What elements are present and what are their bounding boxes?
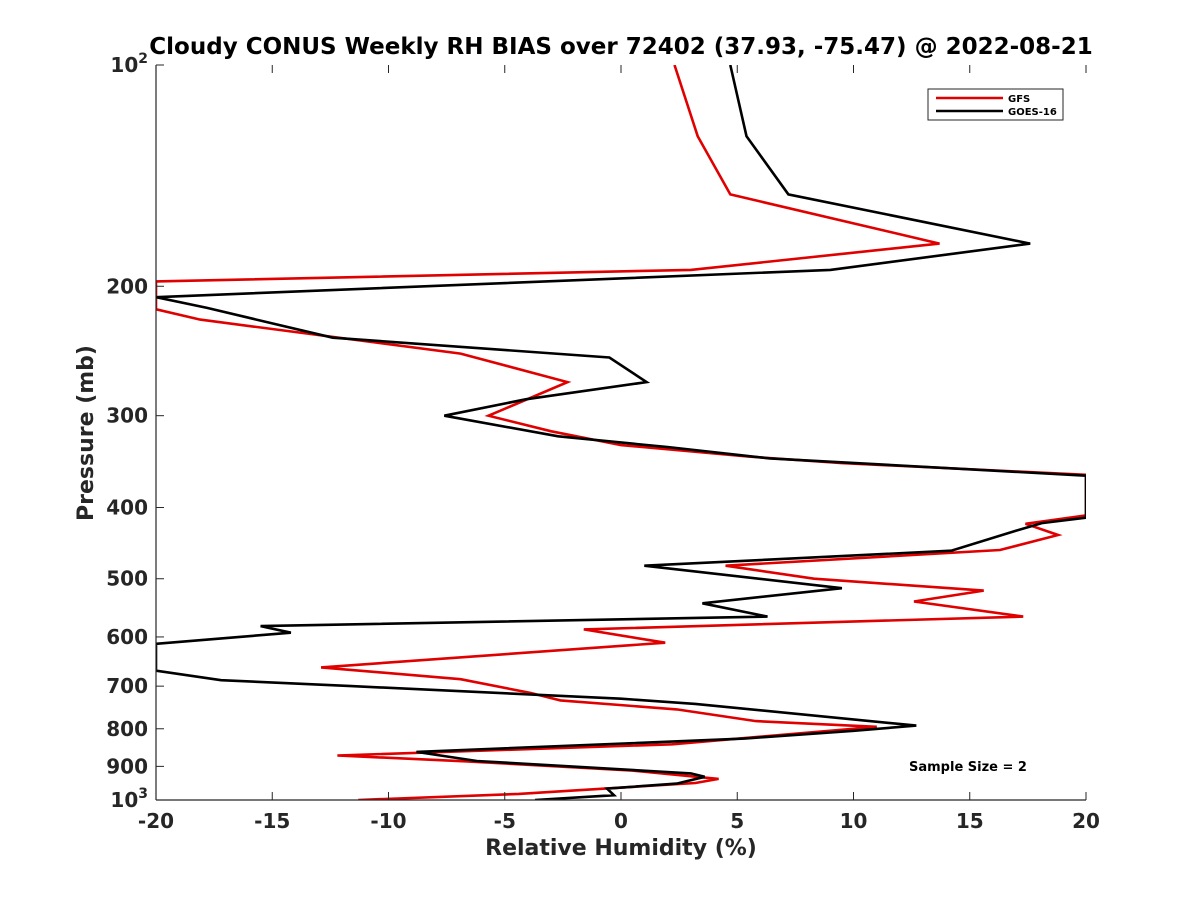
legend-label-goes16: GOES-16: [1008, 107, 1057, 118]
series-line-gfs: [156, 65, 1086, 800]
y-tick-label: 200: [106, 274, 148, 298]
legend-box: [927, 88, 1064, 121]
y-tick-label: 800: [106, 717, 148, 741]
x-tick-label: -10: [370, 809, 406, 833]
x-axis-ticks: -20 -15 -10 -5 0 5 10 15 20: [138, 65, 1100, 833]
y-tick-label: 300: [106, 404, 148, 428]
x-tick-label: -5: [494, 809, 516, 833]
sample-size-annotation: Sample Size = 2: [909, 760, 1027, 775]
x-tick-label: 20: [1072, 809, 1100, 833]
x-tick-label: 15: [956, 809, 984, 833]
x-tick-label: -15: [254, 809, 290, 833]
legend-label-gfs: GFS: [1008, 94, 1030, 105]
y-tick-label-base: 10: [110, 788, 138, 812]
plot-area: -20 -15 -10 -5 0 5 10 15 20 10220030040050060070…: [106, 51, 1100, 833]
x-tick-label: 5: [730, 809, 744, 833]
y-tick-label-base: 10: [110, 53, 138, 77]
y-tick-label-exponent: 2: [138, 51, 148, 67]
series-line-goes16: [156, 65, 1086, 800]
plot-background: [156, 65, 1086, 800]
chart-title: Cloudy CONUS Weekly RH BIAS over 72402 (…: [149, 34, 1092, 60]
y-tick-label: 103: [110, 786, 148, 812]
y-tick-label: 700: [106, 674, 148, 698]
y-tick-label: 400: [106, 496, 148, 520]
series-group: [156, 65, 1086, 800]
y-axis-title: Pressure (mb): [74, 345, 99, 521]
y-tick-label-exponent: 3: [138, 786, 148, 802]
x-tick-label: 0: [614, 809, 628, 833]
y-tick-label: 600: [106, 625, 148, 649]
y-tick-label: 500: [106, 567, 148, 591]
legend: GFS GOES-16: [927, 88, 1064, 121]
x-axis-title: Relative Humidity (%): [485, 836, 757, 861]
y-tick-label: 900: [106, 754, 148, 778]
y-tick-label: 102: [110, 51, 148, 77]
x-tick-label: 10: [840, 809, 868, 833]
x-tick-label: -20: [138, 809, 174, 833]
